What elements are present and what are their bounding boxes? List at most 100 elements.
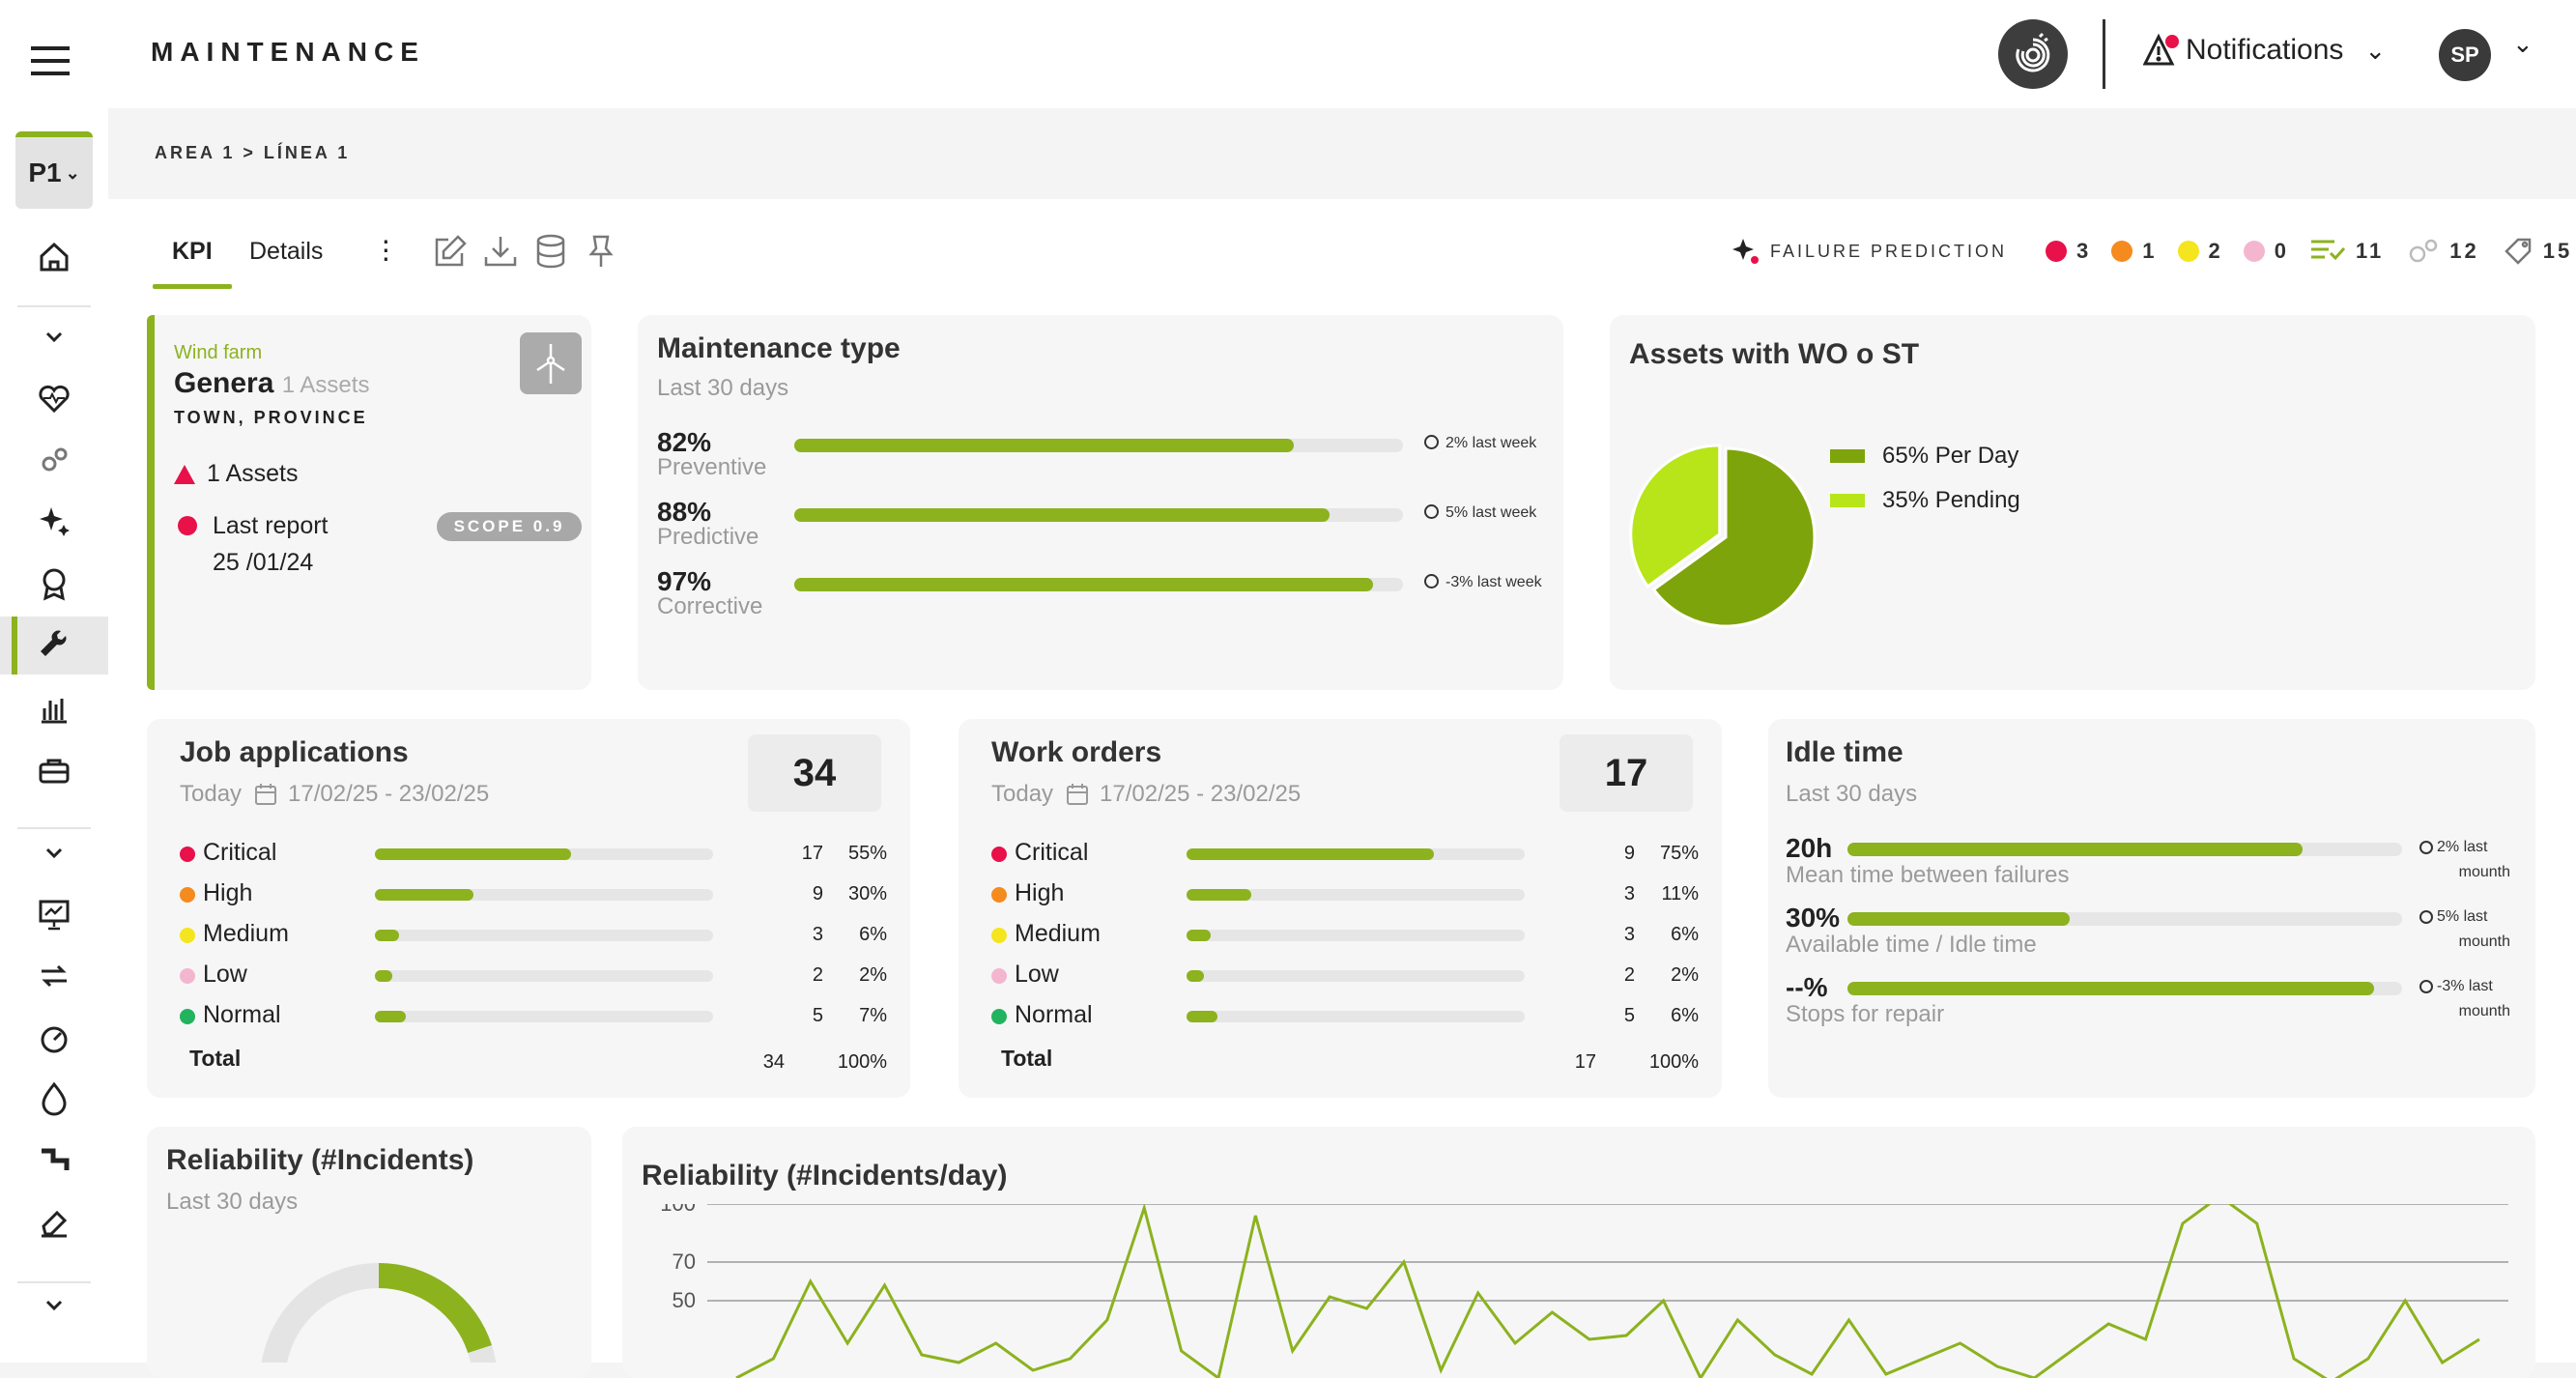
bar-chart-icon	[42, 699, 67, 724]
idle-label: Mean time between failures	[1786, 862, 2070, 888]
sidebar-item-gears[interactable]	[0, 431, 108, 489]
work-orders-card: Work orders Today 17/02/25 - 23/02/25 17…	[959, 719, 1722, 1098]
pie-chart	[1629, 444, 1817, 628]
tab-active-indicator	[153, 284, 232, 289]
reliability-gauge	[261, 1263, 497, 1363]
priority-bar-fill	[375, 889, 473, 901]
topbar-divider	[2103, 19, 2105, 89]
sidebar-item-wrench[interactable]	[0, 617, 108, 675]
sidebar-item-chevron-down[interactable]	[0, 307, 108, 365]
avatar[interactable]: SP	[2439, 29, 2491, 81]
sidebar-item-gauge[interactable]	[0, 1009, 108, 1067]
plant-selector[interactable]: P1 ⌄	[15, 131, 93, 209]
priority-pct: 7%	[859, 1005, 887, 1026]
notifications-button[interactable]: Notifications ⌄	[2143, 33, 2386, 68]
edit-icon[interactable]	[431, 232, 470, 271]
idle-value: --%	[1786, 972, 1828, 1002]
total-label: Total	[1001, 1046, 1053, 1071]
sidebar-item-arrows[interactable]	[0, 947, 108, 1005]
calendar-icon[interactable]	[1065, 782, 1090, 807]
sidebar-item-eraser[interactable]	[0, 1192, 108, 1250]
menu-button[interactable]	[31, 46, 73, 79]
download-icon[interactable]	[481, 232, 520, 271]
priority-label: Normal	[203, 1001, 281, 1028]
priority-count: 2	[1623, 964, 1635, 986]
priority-pct: 6%	[1671, 924, 1699, 945]
ai-assistant-button[interactable]	[1998, 19, 2068, 89]
sidebar-item-home[interactable]	[0, 228, 108, 286]
more-options-icon[interactable]: · · ·	[381, 222, 391, 274]
maintenance-label: Predictive	[657, 524, 759, 550]
priority-count: 2	[812, 964, 823, 986]
chevron-down-icon: ⌄	[2364, 35, 2387, 65]
chevron-down-icon[interactable]: ⌄	[2512, 29, 2533, 58]
sidebar-item-pipe[interactable]	[0, 1131, 108, 1189]
priority-bar	[375, 1011, 713, 1022]
priority-bar-fill	[1187, 1011, 1217, 1022]
calendar-icon[interactable]	[253, 782, 278, 807]
priority-label: Critical	[1015, 839, 1089, 866]
sidebar-item-sparkle[interactable]	[0, 493, 108, 551]
idle-value: 20h	[1786, 833, 1833, 863]
home-icon	[40, 242, 69, 272]
pin-icon[interactable]	[582, 232, 620, 271]
priority-dot	[180, 847, 195, 862]
sidebar-item-toolbox[interactable]	[0, 740, 108, 798]
gauge-fill	[378, 1263, 492, 1354]
sidebar-divider	[17, 305, 91, 307]
sidebar-item-drop[interactable]	[0, 1069, 108, 1127]
legend-swatch	[1830, 494, 1865, 507]
maintenance-type-card: Maintenance type Last 30 days 82% Prevent…	[638, 315, 1563, 690]
maintenance-label: Corrective	[657, 593, 763, 619]
wind-turbine-icon	[520, 332, 582, 394]
app-title: MAINTENANCE	[151, 37, 425, 67]
priority-pct: 55%	[847, 843, 887, 864]
pie-slice	[1651, 446, 1817, 628]
priority-bar	[1187, 848, 1525, 860]
asset-card[interactable]: Wind farm Genera 1 Assets TOWN, PROVINCE…	[147, 315, 591, 690]
sidebar-item-chevron-down[interactable]	[0, 1276, 108, 1334]
maintenance-bar-fill	[794, 439, 1294, 452]
priority-bar	[1187, 1011, 1525, 1022]
eraser-icon	[42, 1210, 68, 1238]
priority-bar	[1187, 889, 1525, 901]
priority-label: Low	[203, 961, 247, 988]
status-summary: FAILURE PREDICTION 3 1 2 0 11 12 15	[1732, 236, 2572, 267]
presentation-icon	[39, 900, 70, 931]
sidebar-item-presentation[interactable]	[0, 885, 108, 943]
legend-item: 35% Pending	[1830, 487, 2020, 514]
priority-label: Medium	[203, 920, 289, 947]
priority-label: Normal	[1015, 1001, 1093, 1028]
idle-value: 30%	[1786, 903, 1841, 933]
chevron-down-icon	[45, 331, 63, 343]
priority-bar-fill	[1187, 930, 1211, 941]
total-count: 34	[762, 1051, 785, 1073]
idle-bar-fill	[1847, 982, 2375, 995]
idle-bar-fill	[1847, 843, 2303, 856]
main-content: KPI Details · · · FAILURE PREDICTION 3 1 2…	[108, 199, 2576, 1378]
sidebar-item-chevron-down[interactable]	[0, 823, 108, 881]
priority-dot	[991, 887, 1007, 903]
reliability-card: Reliability (#Incidents) Last 30 days	[147, 1127, 591, 1378]
priority-label: Critical	[203, 839, 277, 866]
priority-bar-fill	[375, 930, 399, 941]
sidebar-divider	[17, 1281, 91, 1283]
total-pct: 100%	[837, 1051, 887, 1073]
idle-note-unit: mounth	[2458, 933, 2510, 950]
card-title: Assets with WO o ST	[1629, 338, 1920, 370]
tab-kpi[interactable]: KPI	[172, 238, 213, 265]
priority-dot	[991, 968, 1007, 984]
gears-count: 12	[2449, 239, 2479, 263]
checklist-icon	[2311, 240, 2346, 261]
last-report-date: 25 /01/24	[213, 549, 314, 576]
sidebar-item-award[interactable]	[0, 555, 108, 613]
sidebar-item-heart-monitor[interactable]	[0, 369, 108, 427]
maintenance-pct: 97%	[657, 566, 712, 596]
priority-bar-fill	[1187, 889, 1251, 901]
sidebar-item-bar-chart[interactable]	[0, 680, 108, 738]
tab-details[interactable]: Details	[249, 238, 324, 265]
priority-pct: 2%	[1671, 964, 1699, 986]
priority-dot	[991, 928, 1007, 943]
status-count-low: 0	[2274, 239, 2287, 263]
database-icon[interactable]	[531, 232, 570, 271]
